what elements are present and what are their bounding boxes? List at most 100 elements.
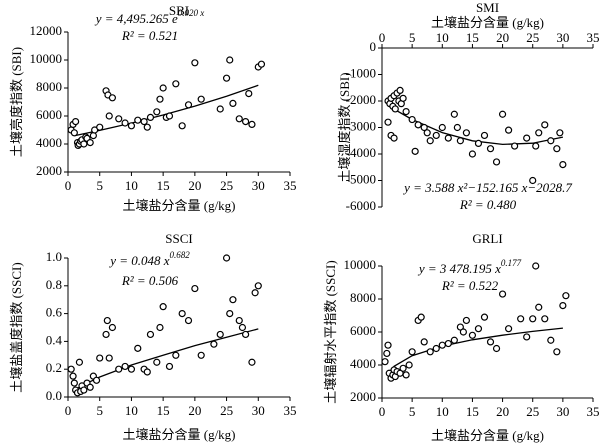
y-tick-label: 0 (370, 39, 377, 54)
r-squared: R² = 0.521 (121, 28, 178, 43)
data-point (229, 99, 237, 108)
x-tick-label: 10 (125, 178, 138, 193)
y-tick-label: 10000 (30, 51, 63, 66)
x-tick-label: 30 (556, 404, 569, 419)
data-point (450, 336, 458, 344)
data-point (541, 315, 549, 323)
data-point (156, 323, 164, 332)
data-point (498, 110, 507, 118)
y-tick-label: 0.4 (46, 332, 63, 347)
data-point (399, 94, 407, 102)
data-point (444, 339, 452, 348)
data-point (462, 129, 470, 137)
data-point (474, 325, 483, 333)
data-point (517, 315, 525, 323)
y-tick-label: 4000 (36, 135, 62, 150)
data-point (257, 60, 266, 68)
data-point (438, 341, 446, 349)
data-point (420, 123, 428, 132)
equation: y = 0.048 x0.682 (108, 250, 190, 268)
data-point (80, 140, 88, 148)
x-tick-label: 15 (157, 403, 170, 418)
x-tick-label: 35 (587, 404, 600, 419)
data-point (146, 330, 155, 339)
data-point (103, 316, 111, 325)
x-tick-label: 10 (436, 30, 449, 45)
data-point (108, 94, 117, 102)
data-point (96, 354, 104, 362)
x-tick-label: 25 (526, 30, 539, 45)
equation-main: y = 3 478.195 x (417, 261, 501, 276)
equation-main: y = 4,495.265 e (94, 11, 178, 26)
y-tick-label: 1.0 (46, 249, 62, 264)
data-point (251, 289, 259, 297)
data-point (468, 331, 477, 339)
data-point (105, 112, 113, 120)
data-point (226, 56, 234, 64)
y-tick-label: -2000 (346, 92, 376, 107)
data-point (134, 344, 142, 352)
y-axis-label: 土壤辐射水平指数 (SSCI) (323, 260, 338, 403)
data-point (391, 105, 399, 113)
data-point (426, 348, 434, 356)
data-point (384, 341, 392, 349)
data-point (108, 323, 117, 332)
y-axis-label: 土壤亮度指数 (SBI) (9, 47, 24, 157)
data-point (462, 316, 470, 325)
data-point (426, 137, 434, 145)
data-point (559, 302, 567, 310)
x-tick-label: 30 (252, 178, 265, 193)
data-point (191, 284, 199, 293)
y-tick-label: 8000 (350, 290, 376, 305)
data-point (523, 134, 531, 142)
data-point (121, 362, 129, 371)
data-point (414, 121, 422, 129)
data-point (178, 122, 186, 130)
data-point (444, 134, 452, 142)
x-tick-label: 20 (188, 178, 201, 193)
x-tick-label: 0 (65, 403, 72, 418)
x-tick-label: 0 (379, 404, 386, 419)
data-point (384, 118, 392, 126)
y-tick-label: -3000 (346, 118, 376, 133)
data-point (456, 137, 464, 145)
x-tick-label: 5 (96, 403, 103, 418)
x-tick-label: 15 (157, 178, 170, 193)
data-point (399, 364, 407, 372)
data-point (547, 336, 555, 344)
x-tick-label: 10 (436, 404, 449, 419)
data-point (541, 121, 549, 129)
data-point (226, 310, 234, 318)
x-tick-label: 30 (556, 30, 569, 45)
data-point (529, 176, 537, 185)
x-tick-label: 25 (526, 404, 539, 419)
data-point (184, 101, 193, 109)
data-point (102, 330, 110, 339)
y-tick-label: 0.2 (46, 360, 62, 375)
x-tick-label: 30 (252, 403, 265, 418)
data-point (134, 116, 142, 124)
data-point (432, 131, 440, 140)
x-tick-label: 10 (125, 403, 138, 418)
data-point (229, 296, 237, 304)
data-point (197, 95, 205, 103)
data-point (156, 95, 164, 103)
data-point (69, 372, 77, 380)
data-point (468, 150, 477, 158)
data-point (438, 123, 446, 132)
data-point (459, 328, 467, 336)
x-tick-label: 5 (409, 404, 416, 419)
data-point (216, 105, 224, 113)
data-point (402, 371, 410, 379)
x-axis-label: 土壤盐分含量 (g/kg) (122, 427, 235, 442)
data-point (383, 349, 391, 358)
data-point (553, 145, 561, 153)
data-point (70, 129, 78, 137)
y-tick-label: 2000 (350, 389, 376, 404)
data-point (235, 115, 243, 123)
y-tick-label: -6000 (346, 198, 376, 213)
equation-exponent: 0.020 x (178, 8, 205, 18)
data-point (143, 368, 151, 376)
data-point (146, 113, 155, 122)
data-point (165, 112, 174, 120)
